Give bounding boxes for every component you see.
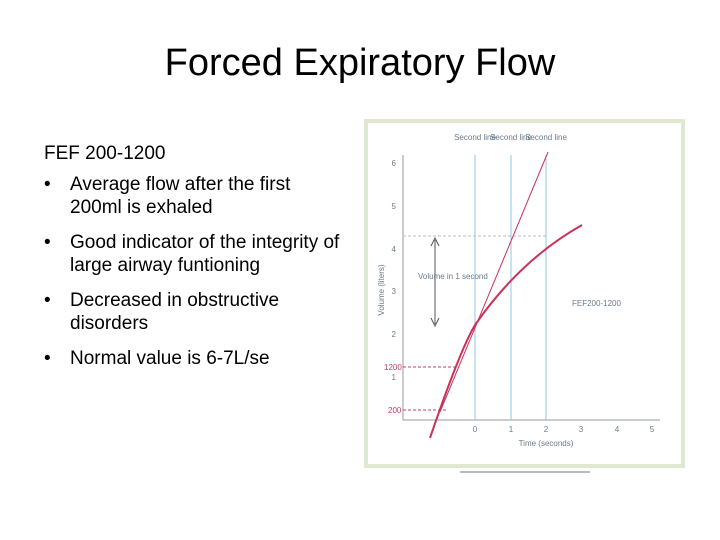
y-tick-label: 4 bbox=[392, 245, 397, 254]
bullet: Normal value is 6-7L/se bbox=[44, 347, 344, 370]
x-tick-label: 3 bbox=[579, 425, 584, 434]
annotation: Volume in 1 second bbox=[418, 272, 488, 281]
bullet: Decreased in obstructive disorders bbox=[44, 289, 344, 335]
figure-frame bbox=[364, 119, 685, 468]
bullet: Average flow after the first 200ml is ex… bbox=[44, 173, 344, 219]
arrow-heads bbox=[430, 236, 440, 328]
volume-curve bbox=[429, 224, 583, 439]
y-axis-label: Volume (liters) bbox=[377, 264, 386, 315]
y-tick-label: 6 bbox=[392, 159, 397, 168]
bullet: Good indicator of the integrity of large… bbox=[44, 231, 344, 277]
column-label: Second line bbox=[454, 133, 496, 142]
x-tick-label: 1 bbox=[509, 425, 514, 434]
heading: FEF 200-1200 bbox=[44, 143, 166, 164]
annotation: FEF200-1200 bbox=[572, 299, 621, 308]
annotation: 1200 bbox=[384, 363, 402, 372]
bullet-list: Average flow after the first 200ml is ex… bbox=[44, 173, 344, 370]
annotation: 200 bbox=[388, 406, 402, 415]
column-label: Second line bbox=[525, 133, 567, 142]
y-tick-label: 1 bbox=[392, 373, 397, 382]
x-axis-label: Time (seconds) bbox=[519, 439, 574, 448]
slide-title: Forced Expiratory Flow bbox=[164, 42, 556, 84]
second-lines bbox=[474, 155, 547, 420]
y-tick-label: 2 bbox=[392, 330, 397, 339]
x-tick-label: 5 bbox=[650, 425, 655, 434]
x-tick-label: 2 bbox=[544, 425, 549, 434]
x-tick-label: 4 bbox=[615, 425, 620, 434]
y-tick-label: 3 bbox=[392, 287, 397, 296]
x-tick-label: 0 bbox=[473, 425, 478, 434]
y-tick-label: 5 bbox=[392, 202, 397, 211]
fef-line bbox=[439, 151, 549, 413]
text-body: FEF 200-1200 Average flow after the firs… bbox=[44, 142, 344, 382]
column-label: Second line bbox=[490, 133, 532, 142]
